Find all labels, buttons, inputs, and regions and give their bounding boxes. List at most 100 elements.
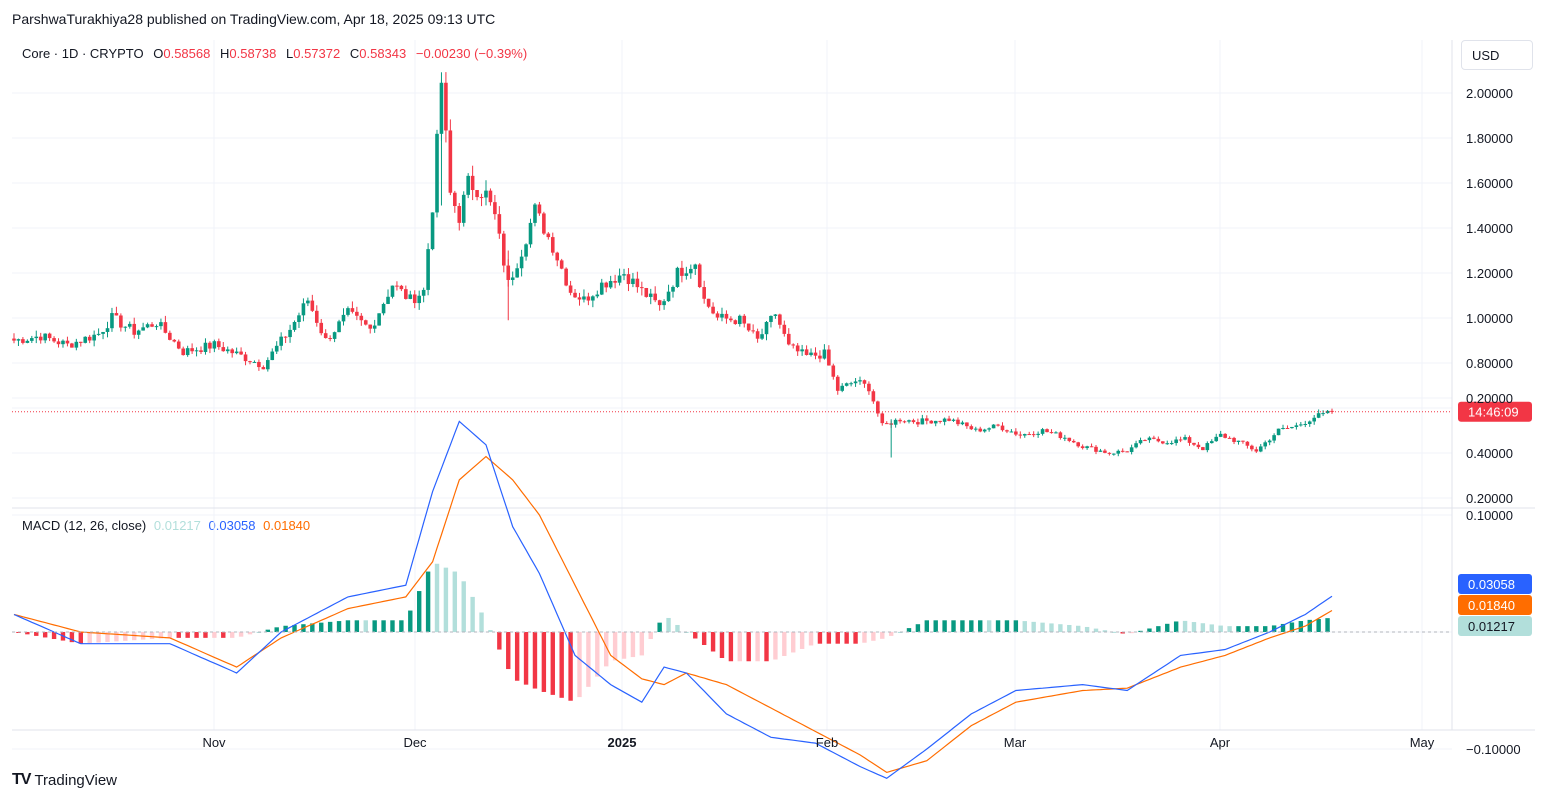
macd-histogram-bar xyxy=(817,632,823,644)
macd-histogram-bar xyxy=(470,596,475,632)
macd-histogram-bar xyxy=(924,620,930,632)
candle-body xyxy=(1254,449,1259,452)
candle-body xyxy=(1156,438,1161,442)
candle-body xyxy=(119,315,123,328)
macd-histogram-bar xyxy=(212,632,217,638)
candle-body xyxy=(1299,424,1303,426)
macd-histogram-bar xyxy=(363,620,368,632)
macd-histogram-bar xyxy=(229,632,235,638)
candle-body xyxy=(377,313,381,326)
macd-histogram-bar xyxy=(826,632,832,644)
macd-histogram-bar xyxy=(310,623,315,632)
macd-histogram-bar xyxy=(461,581,466,632)
macd-histogram-bar xyxy=(283,625,288,632)
candle-body xyxy=(390,285,395,297)
macd-histogram-bar xyxy=(773,632,778,660)
macd-histogram-bar xyxy=(158,632,164,639)
candle-body xyxy=(1143,440,1147,442)
candle-body xyxy=(1192,442,1196,445)
macd-histogram-bar xyxy=(862,632,867,643)
macd-histogram-bar xyxy=(221,632,226,638)
candle-body xyxy=(1129,447,1134,452)
candle-body xyxy=(252,361,257,363)
candle-body xyxy=(729,318,733,321)
candle-body xyxy=(1076,442,1080,447)
candle-body xyxy=(595,294,600,297)
candle-body xyxy=(996,424,1000,426)
macd-histogram-bar xyxy=(808,632,814,646)
candle-body xyxy=(154,326,159,328)
candle-body xyxy=(105,328,110,332)
price-axis-label: 0.40000 xyxy=(1466,446,1513,461)
candle-body xyxy=(813,352,818,356)
macd-histogram-bar xyxy=(1067,624,1072,632)
candle-body xyxy=(1165,443,1170,445)
macd-histogram-bar xyxy=(51,632,57,640)
candle-body xyxy=(395,285,399,287)
candle-body xyxy=(1014,431,1018,435)
candle-body xyxy=(359,315,364,321)
candle-body xyxy=(114,313,119,316)
candle-body xyxy=(56,341,61,345)
time-axis-label: Nov xyxy=(202,735,226,750)
macd-histogram-bar xyxy=(1102,630,1108,632)
macd-histogram-bar xyxy=(986,620,992,632)
macd-histogram-bar xyxy=(345,620,351,632)
candle-body xyxy=(217,341,221,348)
candle-body xyxy=(444,82,448,131)
symbol-label[interactable]: Core · 1D · CRYPTO xyxy=(22,46,144,61)
macd-histogram-bar xyxy=(1156,626,1161,632)
candle-body xyxy=(243,354,248,362)
macd-hist-value: 0.01217 xyxy=(153,518,201,533)
macd-histogram-bar xyxy=(1031,621,1036,632)
candle-body xyxy=(835,376,840,391)
candle-body xyxy=(43,333,47,341)
macd-histogram-bar xyxy=(782,632,787,656)
candle-body xyxy=(622,274,626,276)
macd-histogram-bar xyxy=(853,632,858,644)
candle-body xyxy=(306,300,310,304)
candle-body xyxy=(528,222,533,245)
macd-histogram-bar xyxy=(995,620,1001,632)
candle-body xyxy=(172,339,177,342)
candle-body xyxy=(288,329,292,338)
candle-body xyxy=(38,336,43,341)
candle-body xyxy=(711,306,715,314)
candle-body xyxy=(1018,434,1023,436)
candle-body xyxy=(190,348,194,352)
macd-histogram-bar xyxy=(532,632,538,689)
candle-body xyxy=(653,293,657,301)
candle-body xyxy=(533,204,537,223)
candle-body xyxy=(221,347,226,352)
candle-body xyxy=(25,340,30,343)
tradingview-footer[interactable]: TV TradingView xyxy=(12,771,117,789)
macd-histogram-bar xyxy=(203,632,208,638)
macd-histogram-bar xyxy=(577,632,582,698)
price-axis-label: 1.60000 xyxy=(1466,176,1513,191)
candle-body xyxy=(746,323,751,331)
candle-body xyxy=(876,401,880,414)
candle-body xyxy=(386,296,390,304)
candle-body xyxy=(52,338,56,342)
macd-histogram-bar xyxy=(1084,626,1090,632)
candle-body xyxy=(1218,433,1223,437)
candle-body xyxy=(1089,446,1094,448)
macd-histogram-bar xyxy=(621,632,627,659)
macd-histogram-bar xyxy=(648,632,653,640)
candle-body xyxy=(355,311,359,316)
candle-body xyxy=(461,194,466,223)
price-tag-label: 14:46:09 xyxy=(1468,405,1519,420)
macd-title[interactable]: MACD (12, 26, close) xyxy=(22,518,147,533)
macd-histogram-bar xyxy=(105,632,110,642)
candle-body xyxy=(925,418,929,421)
macd-histogram-bar xyxy=(693,632,698,639)
candle-body xyxy=(1312,417,1316,422)
candle-body xyxy=(1116,450,1121,454)
candle-body xyxy=(773,314,778,316)
candle-body xyxy=(1241,440,1245,442)
macd-histogram-bar xyxy=(933,620,938,632)
macd-legend: MACD (12, 26, close) 0.01217 0.03058 0.0… xyxy=(22,518,310,533)
currency-button[interactable]: USD xyxy=(1461,40,1533,70)
candle-body xyxy=(136,330,141,335)
